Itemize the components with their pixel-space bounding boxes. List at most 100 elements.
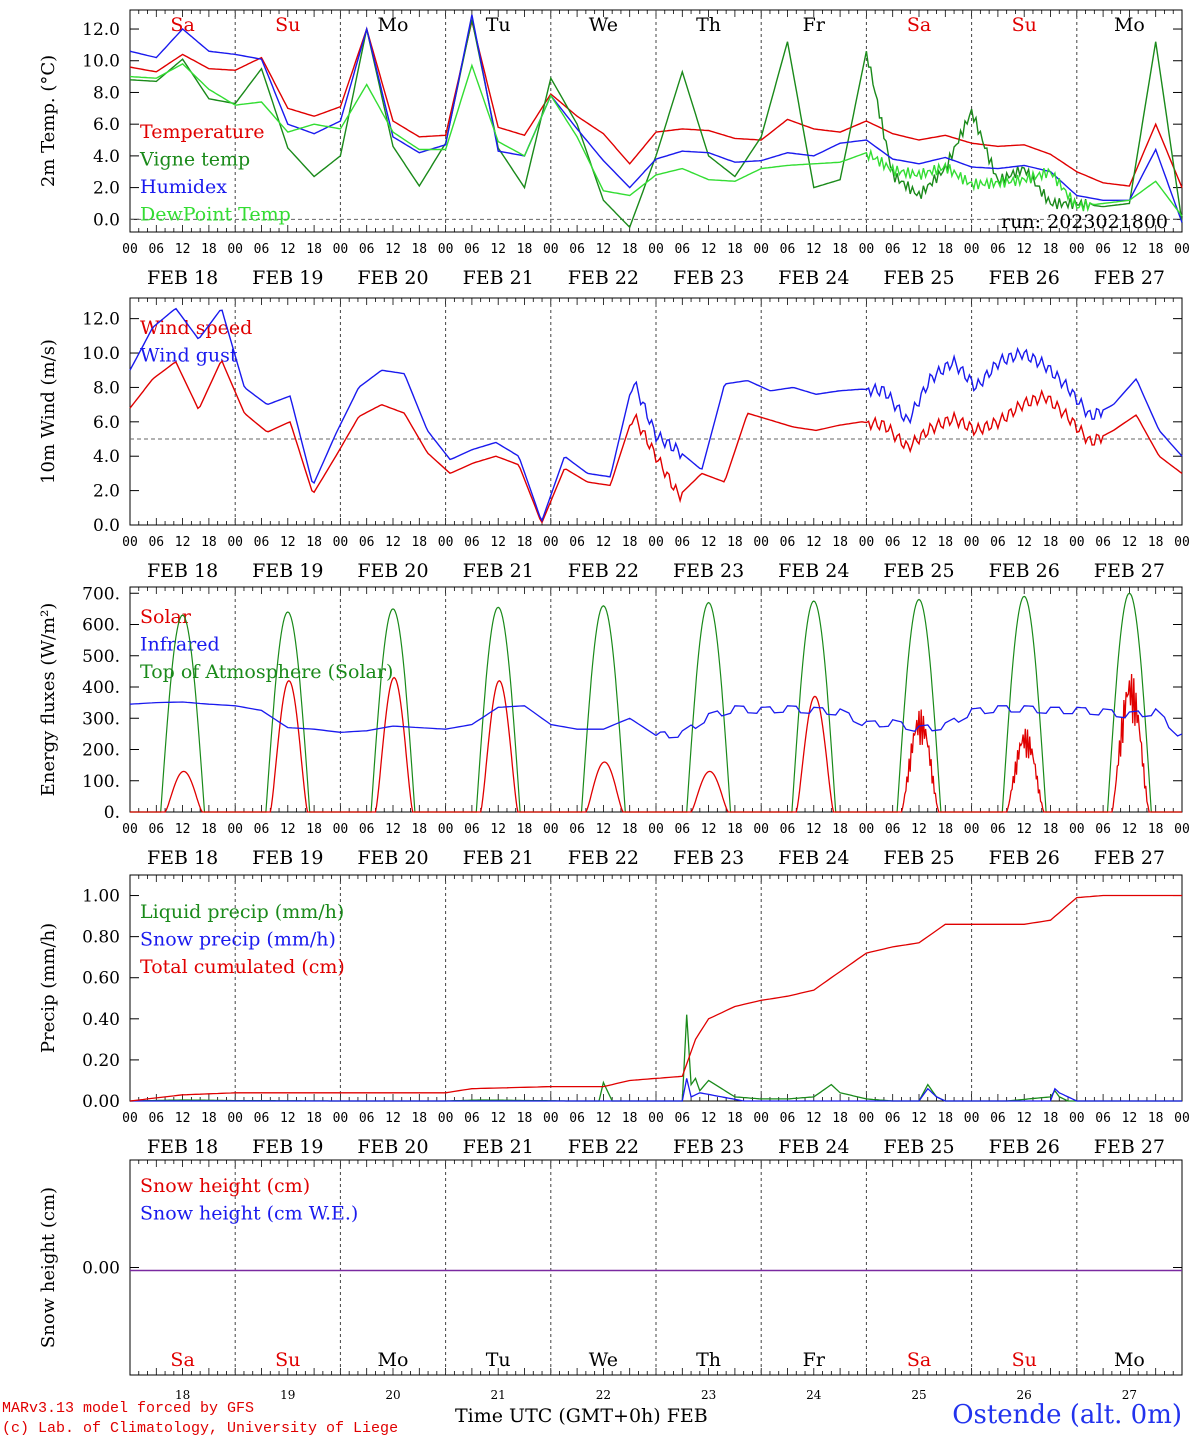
hour-tick-label: 12 — [490, 242, 506, 257]
hour-tick-label: 00 — [648, 535, 664, 550]
hour-tick-label: 18 — [517, 242, 533, 257]
weekday-label: We — [589, 14, 618, 36]
hour-tick-label: 18 — [937, 1111, 953, 1126]
date-label: FEB 27 — [1094, 560, 1165, 582]
hour-tick-label: 06 — [674, 535, 690, 550]
hour-tick-label: 00 — [1174, 822, 1190, 837]
hour-tick-label: 00 — [964, 822, 980, 837]
time-axis-title: Time UTC (GMT+0h) — [455, 1405, 661, 1427]
hour-tick-label: 00 — [859, 242, 875, 257]
hour-tick-label: 18 — [201, 535, 217, 550]
weekday-label: Fr — [803, 1349, 826, 1371]
legend-entry: Snow height (cm W.E.) — [140, 1203, 358, 1225]
hour-tick-label: 06 — [885, 822, 901, 837]
toa-solar-curve — [971, 595, 1077, 813]
hour-tick-label: 18 — [832, 822, 848, 837]
weekday-label: Mo — [1114, 1349, 1145, 1371]
hour-tick-label: 00 — [1174, 535, 1190, 550]
y-tick-label: 0. — [104, 803, 120, 823]
hour-tick-label: 18 — [727, 1111, 743, 1126]
hour-tick-label: 18 — [306, 1111, 322, 1126]
hour-tick-label: 06 — [990, 535, 1006, 550]
toa-solar-curve — [550, 605, 656, 813]
date-label: FEB 19 — [252, 1136, 323, 1158]
date-label: FEB 20 — [357, 267, 428, 289]
date-label: FEB 21 — [463, 1136, 534, 1158]
hour-tick-label: 12 — [1016, 242, 1032, 257]
hour-tick-label: 12 — [385, 535, 401, 550]
date-label: FEB 19 — [252, 267, 323, 289]
weekday-label: Mo — [378, 14, 409, 36]
toa-solar-curve — [1076, 592, 1182, 813]
hour-tick-label: 00 — [122, 1111, 138, 1126]
hour-tick-label: 06 — [148, 822, 164, 837]
y-tick-label: 400. — [82, 678, 120, 698]
y-tick-label: 0.40 — [82, 1010, 120, 1030]
y-tick-label: 100. — [82, 772, 120, 792]
y-tick-label: 0.0 — [93, 516, 120, 536]
hour-tick-label: 18 — [1043, 1111, 1059, 1126]
hour-tick-label: 06 — [254, 822, 270, 837]
cumulated-precip-series — [129, 894, 1182, 1102]
legend-entry: Liquid precip (mm/h) — [140, 901, 344, 923]
y-tick-label: 700. — [82, 584, 120, 604]
hour-tick-label: 18 — [411, 822, 427, 837]
legend-entry: DewPoint Temp — [140, 204, 291, 226]
hour-tick-label: 18 — [1043, 535, 1059, 550]
hour-tick-label: 00 — [438, 822, 454, 837]
toa-solar-curve — [761, 600, 867, 813]
weekday-label: We — [589, 1349, 618, 1371]
day-number-label: 19 — [280, 1388, 295, 1402]
weekday-label: Tu — [486, 1349, 511, 1371]
hour-tick-label: 12 — [490, 822, 506, 837]
date-label: FEB 22 — [568, 847, 639, 869]
snow-precip-series — [130, 1078, 1182, 1102]
y-tick-label: 1.00 — [82, 887, 120, 907]
hour-tick-label: 12 — [1016, 1111, 1032, 1126]
hour-tick-label: 18 — [622, 822, 638, 837]
hour-tick-label: 00 — [122, 822, 138, 837]
hour-tick-label: 00 — [227, 242, 243, 257]
hour-tick-label: 18 — [832, 535, 848, 550]
hour-tick-label: 00 — [1174, 1111, 1190, 1126]
hour-tick-label: 12 — [490, 535, 506, 550]
y-tick-label: 0.20 — [82, 1051, 120, 1071]
date-label: FEB 24 — [778, 267, 849, 289]
hour-tick-label: 00 — [333, 242, 349, 257]
hour-tick-label: 12 — [596, 242, 612, 257]
solar-curve — [235, 680, 341, 813]
hour-tick-label: 06 — [569, 822, 585, 837]
temp-series-temperature — [129, 20, 1183, 188]
hour-tick-label: 00 — [1174, 242, 1190, 257]
hour-tick-label: 06 — [1095, 822, 1111, 837]
hour-tick-label: 00 — [648, 242, 664, 257]
hour-tick-label: 06 — [359, 822, 375, 837]
y-tick-label: 0.00 — [82, 1259, 120, 1279]
day-number-label: 25 — [911, 1388, 926, 1402]
hour-tick-label: 00 — [438, 535, 454, 550]
hour-tick-label: 18 — [1148, 1111, 1164, 1126]
hour-tick-label: 06 — [674, 822, 690, 837]
legend-entry: Snow precip (mm/h) — [140, 929, 336, 951]
hour-tick-label: 12 — [806, 242, 822, 257]
hour-tick-label: 00 — [543, 1111, 559, 1126]
y-tick-label: 0.0 — [93, 210, 120, 230]
hour-tick-label: 06 — [885, 242, 901, 257]
day-number-label: 21 — [491, 1388, 506, 1402]
date-label: FEB 22 — [568, 267, 639, 289]
solar-curve — [130, 770, 236, 813]
date-label: FEB 26 — [989, 267, 1060, 289]
date-label: FEB 20 — [357, 1136, 428, 1158]
hour-tick-label: 18 — [622, 1111, 638, 1126]
hour-tick-label: 06 — [254, 1111, 270, 1126]
hour-tick-label: 06 — [464, 535, 480, 550]
hour-tick-label: 18 — [201, 1111, 217, 1126]
solar-curve — [1076, 673, 1182, 813]
y-axis-label: 2m Temp. (°C) — [38, 55, 59, 187]
y-tick-label: 300. — [82, 709, 120, 729]
date-label: FEB 26 — [989, 847, 1060, 869]
hour-tick-label: 00 — [1069, 242, 1085, 257]
hour-tick-label: 00 — [543, 242, 559, 257]
hour-tick-label: 12 — [385, 822, 401, 837]
y-axis-label: Energy fluxes (W/m²) — [38, 603, 59, 797]
